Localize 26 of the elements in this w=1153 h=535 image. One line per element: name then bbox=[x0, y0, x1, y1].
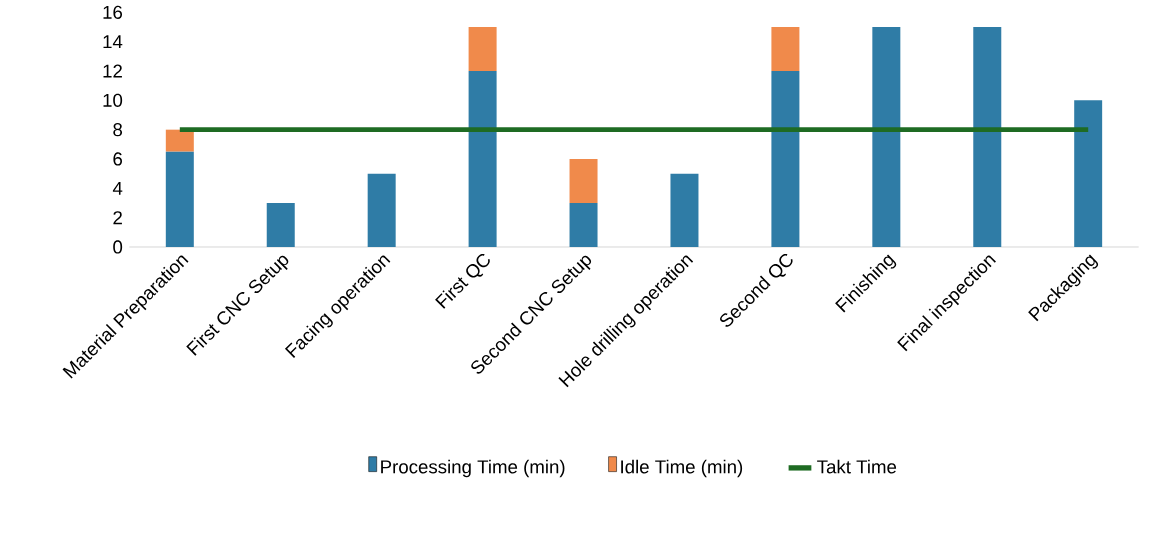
bar bbox=[1074, 100, 1103, 247]
bar bbox=[569, 159, 598, 203]
bar bbox=[670, 173, 699, 247]
bar bbox=[973, 27, 1002, 247]
y-tick-label: 12 bbox=[103, 64, 122, 78]
bar bbox=[468, 71, 497, 247]
legend-label: Processing Time (min) bbox=[381, 459, 565, 478]
y-tick-label: 4 bbox=[112, 181, 123, 195]
bar bbox=[771, 71, 800, 247]
bar bbox=[266, 203, 295, 247]
bar bbox=[569, 203, 598, 247]
legend-label: Takt Time bbox=[817, 459, 897, 474]
y-tick-label: 6 bbox=[113, 152, 123, 166]
bar bbox=[165, 129, 194, 152]
bar bbox=[872, 27, 901, 247]
y-tick-label: 2 bbox=[113, 211, 122, 225]
y-tick-label: 16 bbox=[103, 5, 123, 19]
y-tick-label: 10 bbox=[103, 93, 123, 107]
y-tick-label: 0 bbox=[113, 240, 123, 254]
bar bbox=[468, 27, 497, 71]
bar bbox=[367, 173, 396, 247]
bar bbox=[771, 27, 800, 71]
bar bbox=[165, 151, 194, 247]
y-tick-label: 14 bbox=[103, 35, 123, 49]
y-tick-label: 8 bbox=[113, 123, 123, 137]
legend-label: Idle Time (min) bbox=[621, 459, 743, 478]
